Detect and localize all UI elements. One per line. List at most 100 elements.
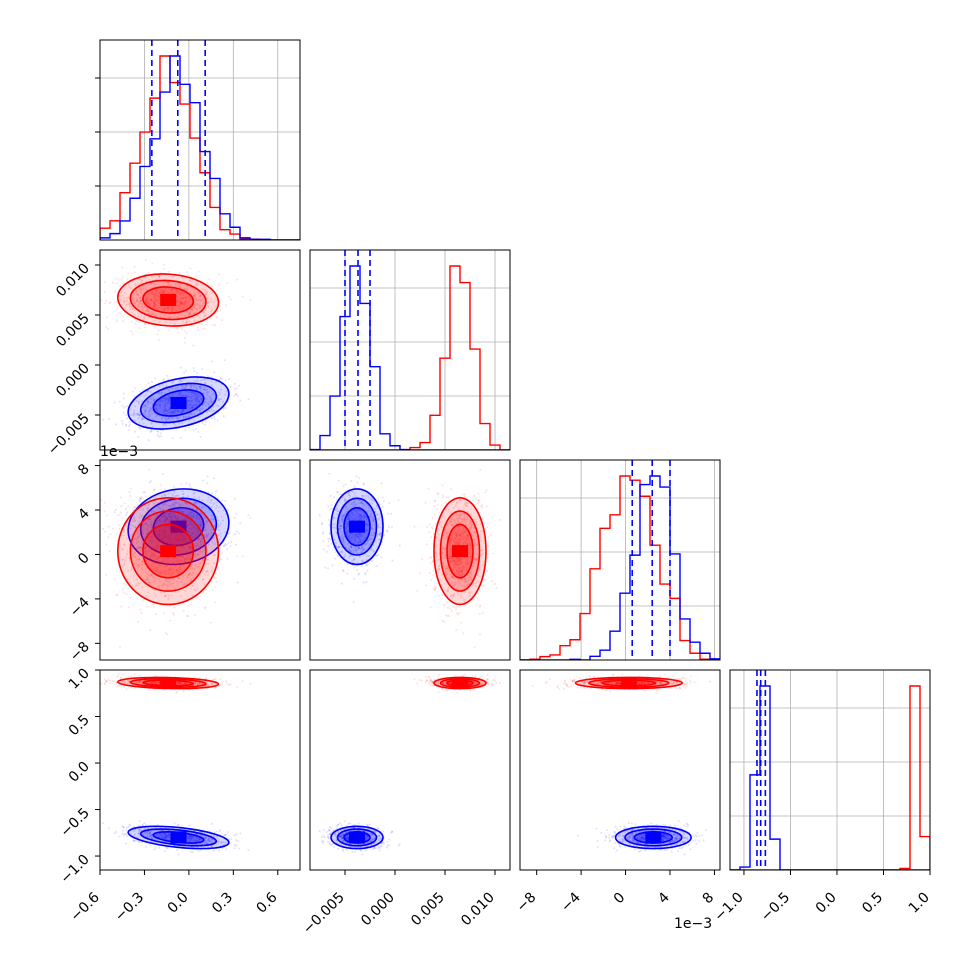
scatter-point — [163, 583, 166, 586]
scatter-point — [159, 290, 162, 293]
scatter-point — [192, 312, 195, 315]
scatter-point — [145, 302, 148, 305]
scatter-point — [164, 401, 167, 404]
scatter-point — [179, 559, 182, 562]
scatter-point — [167, 572, 170, 575]
scatter-point — [181, 545, 184, 548]
scatter-point — [168, 541, 171, 544]
scatter-point — [167, 505, 170, 508]
scatter-point — [326, 567, 329, 570]
scatter-point — [144, 547, 147, 550]
scatter-point — [154, 522, 157, 525]
scatter-point — [163, 307, 166, 310]
scatter-point — [142, 417, 145, 420]
scatter-point — [182, 416, 185, 419]
scatter-point — [212, 393, 215, 396]
scatter-point — [144, 273, 147, 276]
scatter-point — [121, 422, 124, 425]
scatter-point — [177, 494, 180, 497]
scatter-point — [365, 581, 368, 584]
scatter-point — [193, 527, 196, 530]
scatter-point — [166, 518, 169, 521]
scatter-point — [163, 288, 166, 291]
scatter-point — [168, 329, 171, 332]
scatter-point — [457, 605, 460, 608]
scatter-point — [155, 314, 158, 317]
scatter-point — [194, 295, 197, 298]
scatter-point — [139, 296, 142, 299]
scatter-point — [139, 315, 142, 318]
scatter-point — [154, 613, 157, 616]
scatter-point — [164, 399, 167, 402]
scatter-point — [203, 402, 206, 405]
scatter-point — [171, 437, 174, 440]
scatter-point — [163, 488, 166, 491]
scatter-point — [169, 518, 172, 521]
scatter-point — [200, 523, 203, 526]
scatter-point — [187, 295, 190, 298]
histogram-red — [310, 265, 510, 450]
scatter-point — [157, 430, 160, 433]
scatter-point — [194, 501, 197, 504]
scatter-point — [210, 518, 213, 521]
scatter-point — [182, 552, 185, 555]
scatter-point — [153, 303, 156, 306]
scatter-point — [215, 572, 218, 575]
scatter-point — [147, 413, 150, 416]
scatter-point — [150, 554, 153, 557]
scatter-point — [151, 262, 154, 265]
scatter-point — [247, 514, 250, 517]
scatter-point — [201, 506, 204, 509]
scatter-point — [427, 487, 430, 490]
scatter-point — [130, 311, 133, 314]
scatter-point — [193, 413, 196, 416]
scatter-point — [217, 405, 220, 408]
scatter-point — [142, 422, 145, 425]
scatter-point — [146, 296, 149, 299]
scatter-point — [154, 289, 157, 292]
scatter-point — [210, 499, 213, 502]
scatter-point — [196, 303, 199, 306]
scatter-point — [160, 499, 163, 502]
scatter-point — [153, 298, 156, 301]
scatter-point — [185, 395, 188, 398]
scatter-point — [194, 589, 197, 592]
scatter-point — [188, 419, 191, 422]
scatter-point — [196, 283, 199, 286]
scatter-point — [192, 306, 195, 309]
scatter-point — [202, 388, 205, 391]
scatter-point — [165, 397, 168, 400]
scatter-point — [186, 502, 189, 505]
scatter-point — [164, 565, 167, 568]
scatter-point — [139, 299, 142, 302]
scatter-point — [164, 850, 167, 853]
scatter-point — [156, 414, 159, 417]
scatter-point — [138, 582, 141, 585]
scatter-point — [425, 543, 428, 546]
scatter-point — [198, 538, 201, 541]
scatter-point — [179, 595, 182, 598]
scatter-point — [164, 556, 167, 559]
panel-frame — [99, 39, 301, 241]
scatter-point — [164, 402, 167, 405]
scatter-point — [136, 546, 139, 549]
scatter-point — [148, 303, 151, 306]
scatter-point — [146, 528, 149, 531]
scatter-point — [177, 316, 180, 319]
scatter-point — [158, 391, 161, 394]
scatter-point — [163, 289, 166, 292]
scatter-point — [152, 568, 155, 571]
scatter-point — [161, 399, 164, 402]
scatter-point — [398, 544, 401, 547]
scatter-point — [168, 560, 171, 563]
scatter-point — [160, 539, 163, 542]
scatter-point — [213, 525, 216, 528]
scatter-point — [199, 294, 202, 297]
scatter-point — [178, 539, 181, 542]
panel-r2-c2 — [519, 459, 721, 661]
scatter-point — [176, 417, 179, 420]
scatter-point — [159, 533, 162, 536]
scatter-point — [331, 564, 334, 567]
scatter-point — [177, 417, 180, 420]
